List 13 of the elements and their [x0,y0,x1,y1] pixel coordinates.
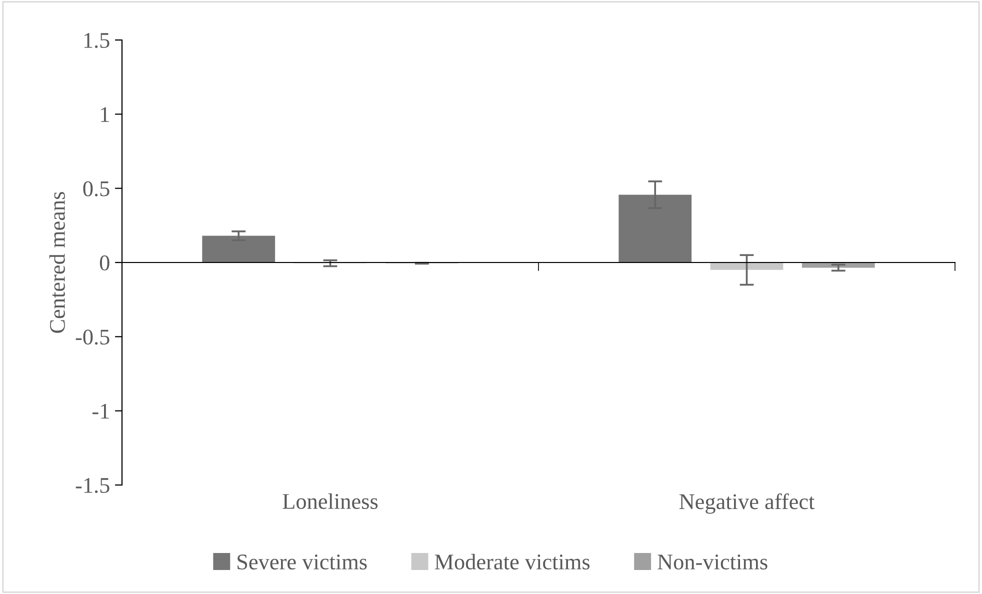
x-tick-label: Loneliness [282,493,378,509]
legend-label: Non-victims [658,554,768,570]
legend-label: Moderate victims [434,554,590,570]
x-tick-label: Negative affect [679,493,815,514]
legend-label: Severe victims [238,554,367,570]
y-tick-label: 0 [100,255,110,270]
y-tick-label: -0.5 [76,330,110,345]
y-tick-label: -1.5 [76,478,110,494]
y-tick-label: 0.5 [83,181,110,196]
y-axis-title: Centered means [49,192,65,333]
y-tick-label: 1 [101,107,109,122]
y-tick-label: 1.5 [84,33,110,48]
y-tick-label: -1 [92,404,109,419]
